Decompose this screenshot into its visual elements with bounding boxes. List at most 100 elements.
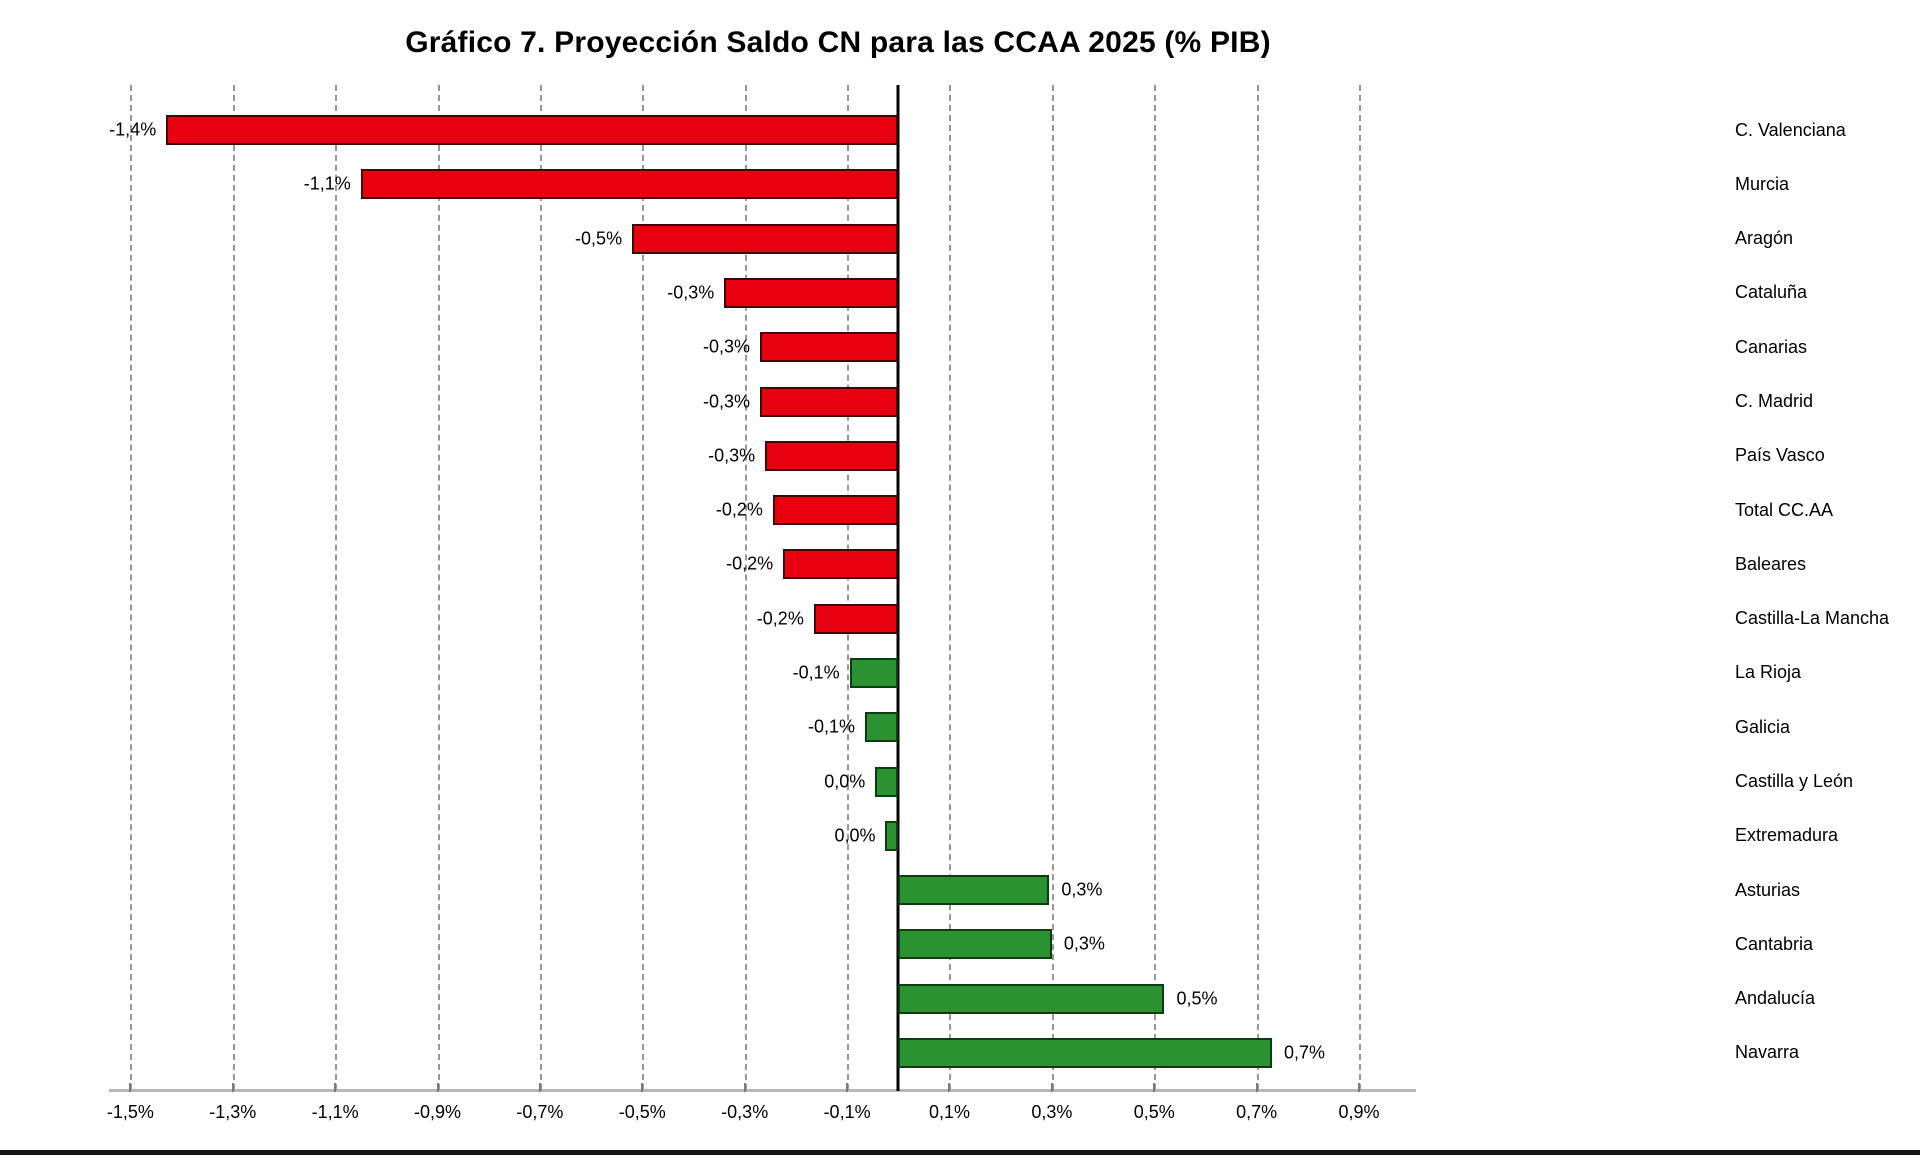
- category-label-text: Murcia: [1735, 173, 1790, 194]
- category-labels: C. Valenciana Murcia Aragón Cataluña Canaria…: [1735, 103, 1920, 1080]
- zero-axis-line: [896, 85, 900, 1091]
- x-tick-label: 0,7%: [1236, 1102, 1278, 1122]
- chart-row: 0,3%: [115, 917, 1400, 971]
- category-label: Galicia: [1735, 700, 1920, 754]
- category-label: Asturias: [1735, 863, 1920, 917]
- chart-title: Gráfico 7. Proyección Saldo CN para las …: [405, 26, 1271, 59]
- x-tick-label: 0,9%: [1338, 1102, 1380, 1122]
- bar-value-label: -0,5%: [575, 228, 623, 249]
- bar: [898, 929, 1052, 960]
- category-label: Baleares: [1735, 537, 1920, 591]
- chart-row: -0,3%: [115, 320, 1400, 374]
- bar: [865, 712, 899, 743]
- category-label-text: Asturias: [1735, 879, 1801, 900]
- bar-value-label: -0,3%: [708, 445, 756, 466]
- category-label-text: C. Valenciana: [1735, 119, 1846, 140]
- chart-row: 0,0%: [115, 809, 1400, 863]
- bars-layer: -1,4% -1,1% -0,5% -0,3% -0,3% -0,3% -0,3% -0,2%…: [109, 103, 1400, 1080]
- category-label-text: C. Madrid: [1735, 391, 1814, 412]
- chart-row: -0,2%: [115, 483, 1400, 537]
- bar: [760, 386, 899, 417]
- x-tick-label: 0,3%: [1031, 1102, 1073, 1122]
- bar-chart: -1,4% -1,1% -0,5% -0,3% -0,3% -0,3% -0,3% -0,2%…: [109, 85, 1416, 1092]
- bar-value-label: 0,3%: [1061, 879, 1103, 900]
- chart-row: -0,2%: [115, 537, 1400, 591]
- chart-row: -0,2%: [115, 592, 1400, 646]
- category-label-text: País Vasco: [1735, 445, 1825, 466]
- bar: [772, 495, 899, 526]
- gridline: [130, 85, 133, 1090]
- chart-row: -0,3%: [115, 429, 1400, 483]
- chart-row: -0,1%: [115, 700, 1400, 754]
- gridline: [1154, 85, 1157, 1090]
- x-tick-label: -1,1%: [311, 1102, 359, 1122]
- chart-row: 0,3%: [115, 863, 1400, 917]
- category-label: La Rioja: [1735, 646, 1920, 700]
- bar: [360, 169, 899, 200]
- category-label-text: Navarra: [1735, 1042, 1800, 1063]
- bar: [166, 115, 899, 146]
- chart-row: -1,4%: [109, 103, 1400, 157]
- gridline: [437, 85, 440, 1090]
- category-label-text: Galicia: [1735, 716, 1791, 737]
- bottom-divider: [0, 1150, 1920, 1155]
- gridline: [335, 85, 338, 1090]
- gridline: [744, 85, 747, 1090]
- bar: [632, 223, 899, 254]
- x-tick-mark: [436, 1083, 439, 1092]
- bar-value-label: 0,3%: [1063, 933, 1105, 954]
- x-tick-mark: [1255, 1083, 1258, 1092]
- bar-value-label: -0,3%: [703, 391, 751, 412]
- gridline: [642, 85, 645, 1090]
- x-tick-mark: [538, 1083, 541, 1092]
- bar: [885, 820, 899, 851]
- category-label-text: Cataluña: [1735, 282, 1808, 303]
- category-label-text: Baleares: [1735, 553, 1807, 574]
- bar-value-label: -1,4%: [109, 119, 157, 140]
- chart-row: -0,3%: [115, 374, 1400, 428]
- x-tick-mark: [846, 1083, 849, 1092]
- bar-value-label: 0,5%: [1176, 988, 1218, 1009]
- x-tick-label: -0,3%: [721, 1102, 769, 1122]
- chart-row: 0,0%: [115, 754, 1400, 808]
- category-label: Canarias: [1735, 320, 1920, 374]
- category-label-text: Andalucía: [1735, 988, 1816, 1009]
- bar: [760, 332, 899, 363]
- x-axis-labels: -1,5% -1,3% -1,1% -0,9% -0,7% -0,5% -0,3% -0,1%…: [107, 1102, 1400, 1128]
- bar: [724, 277, 899, 308]
- gridline: [949, 85, 952, 1090]
- category-label: Aragón: [1735, 212, 1920, 266]
- bar-value-label: -0,2%: [726, 553, 774, 574]
- bar: [898, 983, 1165, 1014]
- category-label: Total CC.AA: [1735, 483, 1920, 537]
- bar: [898, 875, 1050, 906]
- category-label: Navarra: [1735, 1026, 1920, 1080]
- chart-row: 0,5%: [115, 972, 1400, 1026]
- category-label: C. Madrid: [1735, 374, 1920, 428]
- x-tick-label: -1,5%: [106, 1102, 154, 1122]
- category-label: País Vasco: [1735, 429, 1920, 483]
- category-label: Castilla-La Mancha: [1735, 592, 1920, 646]
- category-label-text: Total CC.AA: [1735, 499, 1834, 520]
- bar-value-label: -0,1%: [807, 716, 856, 737]
- x-tick-mark: [1050, 1083, 1053, 1092]
- category-label-text: Canarias: [1735, 336, 1808, 357]
- x-tick-mark: [231, 1083, 234, 1092]
- x-tick-mark: [641, 1083, 644, 1092]
- x-tick-mark: [129, 1083, 132, 1092]
- x-tick-mark: [1153, 1083, 1156, 1092]
- gridline: [1359, 85, 1362, 1090]
- category-label: Castilla y León: [1735, 754, 1920, 808]
- chart-row: -0,5%: [115, 212, 1400, 266]
- chart-row: -1,1%: [115, 157, 1400, 211]
- category-label-text: Extremadura: [1735, 825, 1839, 846]
- chart-row: -0,3%: [115, 266, 1400, 320]
- x-tick-mark: [334, 1083, 337, 1092]
- bar-value-label: 0,0%: [834, 825, 876, 846]
- x-tick-label: -0,1%: [823, 1102, 871, 1122]
- gridline: [847, 85, 850, 1090]
- bar-value-label: 0,7%: [1284, 1042, 1326, 1063]
- category-label: Murcia: [1735, 157, 1920, 211]
- x-axis-line: [109, 1089, 1416, 1092]
- category-label: Cantabria: [1735, 917, 1920, 971]
